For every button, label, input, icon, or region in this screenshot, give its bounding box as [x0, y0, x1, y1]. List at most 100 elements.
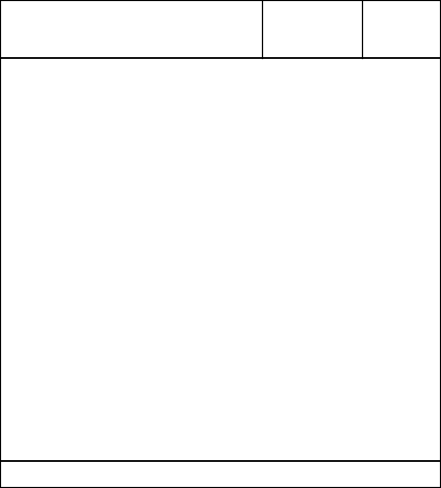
Bar: [362, 407, 441, 434]
Bar: [0, 300, 262, 326]
Bar: [0, 461, 262, 488]
Text: FUNGI: FUNGI: [6, 389, 42, 399]
Text: 3: 3: [309, 120, 315, 130]
Text: 3.17: 3.17: [390, 416, 413, 426]
Bar: [0, 84, 262, 111]
Bar: [0, 138, 262, 165]
Text: 17.46: 17.46: [386, 227, 416, 238]
Bar: [0, 111, 262, 138]
Bar: [262, 461, 362, 488]
Text: Organisms: Organisms: [96, 22, 167, 35]
Bar: [362, 138, 441, 165]
Text: 55.55: 55.55: [385, 201, 418, 210]
Bar: [362, 192, 441, 219]
Text: 9: 9: [309, 93, 315, 103]
Bar: [362, 0, 441, 58]
Text: 35: 35: [305, 201, 319, 210]
Bar: [262, 165, 362, 192]
Text: 100: 100: [390, 469, 412, 480]
Text: 2: 2: [309, 416, 315, 426]
Text: Candida albicans: Candida albicans: [6, 416, 95, 426]
Text: 6.34: 6.34: [389, 389, 414, 399]
Text: 63: 63: [305, 469, 319, 480]
Bar: [362, 111, 441, 138]
Bar: [262, 219, 362, 246]
Text: Acinetobacterspp: Acinetobacterspp: [6, 308, 97, 318]
Text: Total: Total: [6, 469, 34, 480]
Text: Staphylococcus aureus: Staphylococcus aureus: [6, 147, 126, 157]
Bar: [262, 58, 362, 84]
Bar: [362, 84, 441, 111]
Bar: [262, 192, 362, 219]
Bar: [362, 219, 441, 246]
Text: 11: 11: [305, 227, 319, 238]
Bar: [0, 0, 262, 58]
Text: 1.58: 1.58: [390, 362, 413, 372]
Text: Proteus mirabilis: Proteus mirabilis: [6, 335, 93, 345]
Text: 1: 1: [309, 335, 315, 345]
Bar: [362, 434, 441, 461]
Bar: [262, 84, 362, 111]
Bar: [362, 273, 441, 300]
Text: 15.87: 15.87: [386, 254, 416, 264]
Text: 24: 24: [305, 66, 319, 76]
Text: 3.17: 3.17: [390, 308, 413, 318]
Text: 2: 2: [309, 443, 315, 453]
Text: %: %: [396, 22, 407, 35]
Bar: [262, 326, 362, 353]
Bar: [0, 326, 262, 353]
Text: 4: 4: [308, 389, 316, 399]
Bar: [0, 273, 262, 300]
Bar: [362, 58, 441, 84]
Bar: [0, 192, 262, 219]
Bar: [0, 165, 262, 192]
Bar: [262, 300, 362, 326]
Text: Staphylococcus schleiferisubsp.schleiferi: Staphylococcus schleiferisubsp.schleifer…: [6, 120, 220, 130]
Bar: [0, 407, 262, 434]
Text: Pseudomonas aeruginosa: Pseudomonas aeruginosa: [6, 227, 140, 238]
Bar: [362, 380, 441, 407]
Bar: [0, 380, 262, 407]
Text: Staphylococcus epidermidis: Staphylococcus epidermidis: [6, 93, 152, 103]
Bar: [262, 138, 362, 165]
Bar: [362, 461, 441, 488]
Text: 1: 1: [309, 362, 315, 372]
Text: Citrobacterkoseri: Citrobacterkoseri: [6, 362, 96, 372]
Text: 4.76: 4.76: [390, 120, 413, 130]
Bar: [362, 353, 441, 380]
Bar: [0, 434, 262, 461]
Text: 10: 10: [306, 281, 318, 291]
Bar: [262, 111, 362, 138]
Bar: [262, 246, 362, 273]
Bar: [262, 353, 362, 380]
Text: Enterococcus fecalis: Enterococcus fecalis: [6, 174, 112, 183]
Bar: [362, 165, 441, 192]
Bar: [0, 58, 262, 84]
Text: Escherichia coli: Escherichia coli: [6, 281, 87, 291]
Bar: [262, 434, 362, 461]
Text: 3.17: 3.17: [390, 443, 413, 453]
Text: 2: 2: [309, 308, 315, 318]
Text: Klebsiella pneumonia: Klebsiella pneumonia: [6, 254, 118, 264]
Text: 2: 2: [309, 174, 315, 183]
Text: 10: 10: [306, 254, 318, 264]
Text: 1.58: 1.58: [390, 335, 413, 345]
Bar: [362, 300, 441, 326]
Text: 15.87: 15.87: [386, 281, 416, 291]
Text: Candida tropicalis: Candida tropicalis: [6, 443, 100, 453]
Bar: [262, 380, 362, 407]
Bar: [362, 326, 441, 353]
Text: 38.09: 38.09: [385, 66, 418, 76]
Bar: [0, 353, 262, 380]
Bar: [0, 246, 262, 273]
Text: GRAM POSITIVE COCCI: GRAM POSITIVE COCCI: [6, 66, 137, 76]
Text: No. of cases
(n=63): No. of cases (n=63): [272, 13, 352, 44]
Bar: [362, 246, 441, 273]
Bar: [262, 407, 362, 434]
Text: 14.28: 14.28: [386, 93, 416, 103]
Text: 10: 10: [306, 147, 318, 157]
Text: 3.17: 3.17: [390, 174, 413, 183]
Text: 15.87: 15.87: [386, 147, 416, 157]
Bar: [262, 273, 362, 300]
Bar: [262, 0, 362, 58]
